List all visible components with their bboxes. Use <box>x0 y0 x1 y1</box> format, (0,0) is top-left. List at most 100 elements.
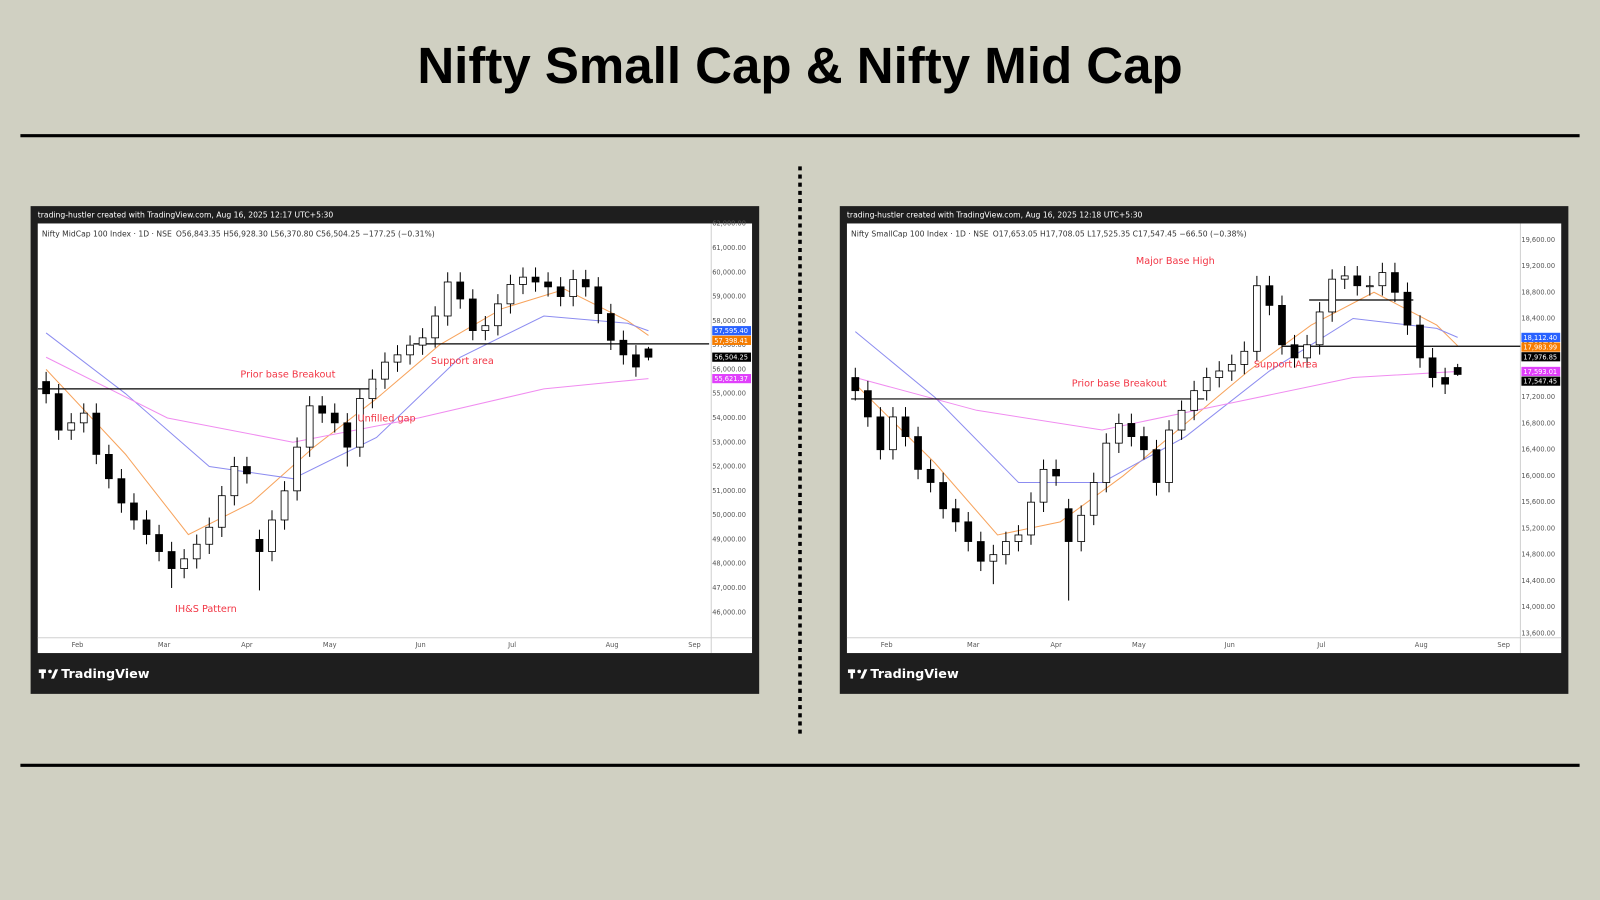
candle-body <box>1089 482 1098 516</box>
legend-ohlc: O56,843.35 H56,928.30 L56,370.80 C56,504… <box>176 230 435 239</box>
candle-body <box>1190 390 1198 411</box>
candle-body <box>393 354 402 363</box>
candle-body <box>939 482 948 510</box>
candle-body <box>406 344 414 356</box>
candle-body <box>976 541 985 562</box>
candle-body <box>644 348 653 358</box>
candle-body <box>1127 423 1136 437</box>
candle-body <box>1365 285 1374 288</box>
moving-average <box>855 370 1458 431</box>
candle-body <box>1240 350 1249 365</box>
chart-panel: trading-hustler created with TradingView… <box>839 206 1569 694</box>
y-tick-label: 19,200.00 <box>1521 262 1555 270</box>
brand-logo <box>51 669 59 679</box>
y-tick-label: 58,000.00 <box>712 317 746 325</box>
candle-body <box>217 495 226 528</box>
page-title: Nifty Small Cap & Nifty Mid Cap <box>417 37 1182 94</box>
candle-body <box>1340 275 1349 280</box>
candle-body <box>67 422 76 431</box>
brand-logo <box>41 669 44 679</box>
candle-body <box>569 279 578 297</box>
y-tick-label: 18,400.00 <box>1521 315 1555 323</box>
candle-body <box>343 422 352 448</box>
price-label-box <box>1521 342 1561 352</box>
x-tick-label: Mar <box>967 641 980 649</box>
candle-body <box>506 284 515 305</box>
price-label-box <box>1521 352 1561 362</box>
price-label-box <box>1521 376 1561 386</box>
candle-body <box>914 436 922 470</box>
candle-body <box>989 554 998 562</box>
brand-logo <box>48 669 52 674</box>
moving-average <box>45 356 649 443</box>
x-tick-label: Apr <box>1050 641 1062 649</box>
y-tick-label: 55,000.00 <box>712 390 746 398</box>
y-tick-label: 51,000.00 <box>712 487 746 495</box>
chart-panel: trading-hustler created with TradingView… <box>30 206 760 694</box>
candle-body <box>305 405 314 448</box>
candle-body <box>167 551 176 569</box>
y-tick-label: 15,200.00 <box>1521 524 1555 532</box>
annotation: Prior base Breakout <box>240 370 335 381</box>
candle-body <box>1165 429 1173 483</box>
candle-body <box>1177 409 1186 431</box>
x-tick-label: Sep <box>1497 641 1510 649</box>
x-tick-label: May <box>1132 641 1146 649</box>
candle-body <box>1403 291 1412 326</box>
price-label: 57,398.41 <box>714 337 748 345</box>
price-label-box <box>712 352 752 362</box>
candle-body <box>243 466 251 475</box>
brand-logo <box>860 669 868 679</box>
y-tick-label: 19,600.00 <box>1521 236 1555 244</box>
y-tick-label: 54,000.00 <box>712 414 746 422</box>
legend-ohlc: O17,653.05 H17,708.05 L17,525.35 C17,547… <box>993 230 1247 239</box>
x-tick-label: Feb <box>881 641 893 649</box>
candle-body <box>1014 534 1023 542</box>
plot <box>851 262 1521 601</box>
y-tick-label: 16,400.00 <box>1521 446 1555 454</box>
candle-body <box>268 519 276 552</box>
candle-body <box>1378 272 1387 287</box>
y-tick-label: 14,800.00 <box>1521 551 1555 559</box>
x-tick-label: Sep <box>688 641 701 649</box>
price-label-box <box>712 374 752 384</box>
candle-body <box>1027 501 1035 536</box>
y-tick-label: 59,000.00 <box>712 293 746 301</box>
candle-body <box>1140 436 1148 451</box>
candle-body <box>926 468 935 483</box>
candle-body <box>54 393 63 431</box>
legend-name: Nifty MidCap 100 Index · 1D · NSE <box>42 230 172 239</box>
candle-body <box>1064 508 1073 542</box>
candle-body <box>901 416 910 437</box>
x-tick-label: Apr <box>241 641 253 649</box>
candle-body <box>863 390 872 418</box>
brand-logo <box>850 669 854 679</box>
y-tick-label: 53,000.00 <box>712 438 746 446</box>
y-tick-label: 14,000.00 <box>1521 603 1555 611</box>
candle-body <box>330 412 339 424</box>
candle-body <box>531 276 540 283</box>
candle-body <box>456 281 465 300</box>
candle-body <box>92 412 101 455</box>
price-label: 17,976.85 <box>1523 353 1557 361</box>
x-tick-label: Jun <box>1224 641 1235 649</box>
annotation: Support Area <box>1254 359 1318 370</box>
candle-body <box>280 490 289 521</box>
x-tick-label: Aug <box>606 641 619 649</box>
x-tick-label: Aug <box>1415 641 1428 649</box>
x-tick-label: Jul <box>507 641 516 649</box>
brand: TradingView <box>61 667 150 682</box>
candle-body <box>192 543 201 560</box>
candle-body <box>951 508 960 523</box>
y-tick-label: 61,000.00 <box>712 244 746 252</box>
candle-body <box>355 398 364 448</box>
candle-body <box>1290 344 1299 359</box>
y-tick-label: 47,000.00 <box>712 584 746 592</box>
moving-average <box>45 315 649 480</box>
candle-body <box>293 446 301 492</box>
y-tick-label: 13,600.00 <box>1521 629 1555 637</box>
candle-body <box>117 478 126 504</box>
candle-body <box>1202 377 1211 392</box>
candle-body <box>42 381 50 395</box>
